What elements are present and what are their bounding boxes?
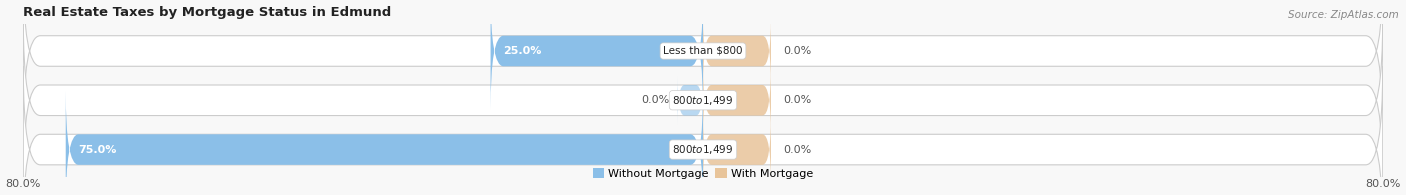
FancyBboxPatch shape [66, 91, 703, 195]
Text: 0.0%: 0.0% [783, 95, 813, 105]
Text: 0.0%: 0.0% [783, 144, 813, 155]
FancyBboxPatch shape [678, 76, 703, 124]
Text: Real Estate Taxes by Mortgage Status in Edmund: Real Estate Taxes by Mortgage Status in … [24, 5, 391, 19]
Text: 75.0%: 75.0% [79, 144, 117, 155]
FancyBboxPatch shape [703, 66, 770, 134]
Text: $800 to $1,499: $800 to $1,499 [672, 94, 734, 107]
FancyBboxPatch shape [24, 17, 1382, 183]
Text: Source: ZipAtlas.com: Source: ZipAtlas.com [1288, 10, 1399, 20]
Text: 0.0%: 0.0% [783, 46, 813, 56]
FancyBboxPatch shape [491, 0, 703, 110]
FancyBboxPatch shape [24, 0, 1382, 134]
Text: Less than $800: Less than $800 [664, 46, 742, 56]
FancyBboxPatch shape [703, 17, 770, 85]
FancyBboxPatch shape [24, 66, 1382, 195]
FancyBboxPatch shape [703, 116, 770, 183]
Text: 25.0%: 25.0% [503, 46, 541, 56]
Text: $800 to $1,499: $800 to $1,499 [672, 143, 734, 156]
Text: 0.0%: 0.0% [641, 95, 669, 105]
Legend: Without Mortgage, With Mortgage: Without Mortgage, With Mortgage [588, 164, 818, 183]
